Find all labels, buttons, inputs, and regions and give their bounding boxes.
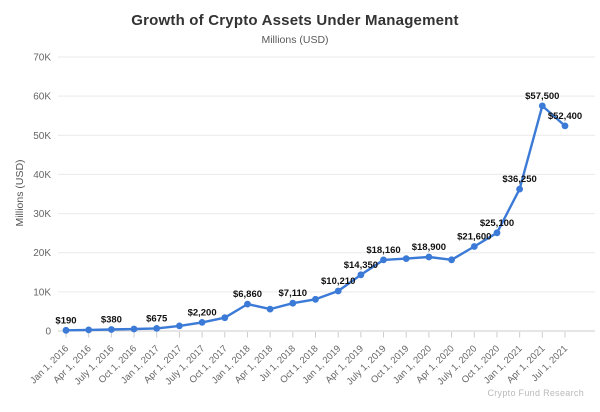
data-point[interactable] <box>470 243 478 250</box>
data-point[interactable] <box>425 253 433 261</box>
data-point-label: $6,860 <box>233 289 262 300</box>
data-point-label: $7,110 <box>279 288 308 299</box>
y-axis-tick-label: 20K <box>33 248 51 259</box>
y-axis-tick-label: 10K <box>33 287 51 298</box>
data-point-label: $21,600 <box>457 232 491 243</box>
y-axis-tick-label: 70K <box>33 53 51 64</box>
data-point[interactable] <box>130 325 138 333</box>
data-point-label: $18,160 <box>366 245 400 256</box>
y-axis-tick-label: 40K <box>33 170 51 181</box>
y-axis-tick-label: 50K <box>33 131 51 142</box>
data-point[interactable] <box>312 295 319 303</box>
y-axis-tick-label: 60K <box>33 92 51 103</box>
data-point[interactable] <box>448 256 455 264</box>
data-point[interactable] <box>402 255 410 262</box>
data-point-label: $675 <box>146 313 168 324</box>
data-point[interactable] <box>538 102 546 110</box>
data-point[interactable] <box>198 319 206 326</box>
data-point[interactable] <box>244 300 251 308</box>
data-point[interactable] <box>108 326 115 333</box>
y-axis-tick-label: 0 <box>45 327 51 338</box>
data-point[interactable] <box>221 314 229 322</box>
data-point[interactable] <box>380 256 387 264</box>
chart-title: Growth of Crypto Assets Under Management <box>131 12 459 29</box>
data-point[interactable] <box>289 299 297 307</box>
y-axis-title-text: Millions (USD) <box>14 159 26 227</box>
watermark: Crypto Fund Research <box>487 388 584 398</box>
data-point[interactable] <box>85 326 93 334</box>
data-point-label: $10,210 <box>321 276 355 287</box>
data-point-label: $18,900 <box>412 242 446 253</box>
data-point[interactable] <box>493 229 501 237</box>
data-point[interactable] <box>516 185 523 193</box>
data-point-label: $380 <box>101 315 122 326</box>
data-point-label: $2,200 <box>188 307 217 318</box>
data-point[interactable] <box>334 287 342 295</box>
chart-subtitle: Millions (USD) <box>261 34 329 46</box>
data-point[interactable] <box>176 322 183 330</box>
data-point-label: $14,350 <box>344 260 378 271</box>
data-point-label: $190 <box>55 315 76 326</box>
data-point-label: $25,100 <box>480 218 514 229</box>
data-point[interactable] <box>357 271 365 279</box>
data-point-label: $36,250 <box>502 174 536 185</box>
data-point[interactable] <box>266 305 274 313</box>
data-point[interactable] <box>62 326 70 334</box>
data-point-label: $52,400 <box>548 111 582 122</box>
y-axis-tick-label: 30K <box>33 209 51 220</box>
data-point[interactable] <box>153 325 161 332</box>
data-point[interactable] <box>561 122 569 130</box>
data-point-label: $57,500 <box>525 91 559 102</box>
